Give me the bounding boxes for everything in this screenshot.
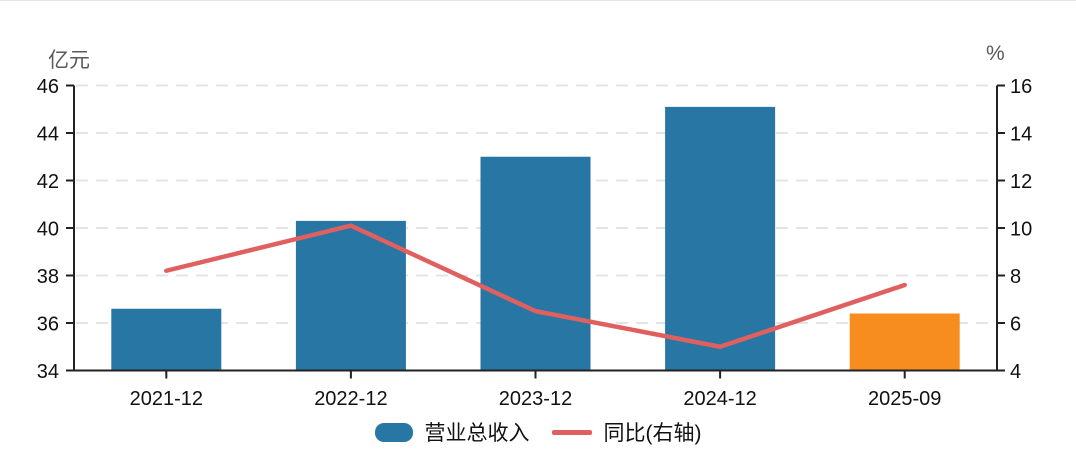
right-axis-tick-label: 8 (1010, 266, 1021, 288)
right-axis-tick-label: 6 (1010, 314, 1021, 336)
legend-label-revenue: 营业总收入 (424, 422, 530, 445)
left-axis-tick-label: 42 (37, 171, 59, 193)
x-axis-label-2021-12: 2021-12 (130, 388, 203, 410)
right-axis-tick-label: 16 (1010, 76, 1032, 98)
bar-2025-09[interactable] (849, 313, 960, 370)
bar-2023-12[interactable] (480, 156, 591, 370)
right-axis-tick-label: 14 (1010, 124, 1032, 146)
x-axis-label-2025-09: 2025-09 (868, 388, 941, 410)
left-axis-tick-label: 46 (37, 76, 59, 98)
legend-item-revenue[interactable]: 营业总收入 (374, 417, 530, 447)
bar-2021-12[interactable] (111, 308, 222, 370)
yoy-line[interactable] (164, 223, 907, 349)
left-axis-tick-label: 34 (37, 361, 59, 383)
legend: 营业总收入 同比(右轴) (0, 417, 1076, 447)
x-axis-label-2023-12: 2023-12 (499, 388, 572, 410)
x-axis-label-2024-12: 2024-12 (683, 388, 756, 410)
x-axis-label-2022-12: 2022-12 (314, 388, 387, 410)
left-axis-tick-label: 40 (37, 219, 59, 241)
bar-2022-12[interactable] (295, 220, 406, 370)
left-axis-tick-label: 44 (37, 124, 59, 146)
left-axis-tick-label: 36 (37, 314, 59, 336)
legend-label-yoy: 同比(右轴) (603, 422, 702, 445)
revenue-series-swatch-icon (374, 422, 413, 442)
left-axis-unit-label: 亿元 (48, 49, 90, 72)
bar-2024-12[interactable] (665, 106, 776, 370)
left-axis-tick-label: 38 (37, 266, 59, 288)
right-axis-tick-label: 10 (1010, 219, 1032, 241)
right-axis-tick-label: 4 (1010, 361, 1021, 383)
right-axis-unit-label: % (986, 42, 1005, 65)
legend-item-yoy[interactable]: 同比(右轴) (551, 417, 702, 447)
right-axis-tick-label: 12 (1010, 171, 1032, 193)
yoy-series-line-icon (551, 429, 592, 435)
